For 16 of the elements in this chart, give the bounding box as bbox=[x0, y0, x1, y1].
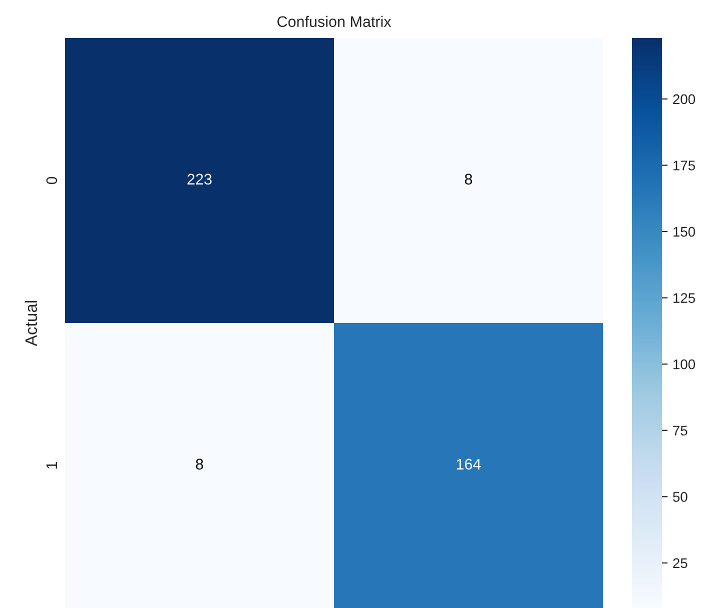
color-bar-label: 150 bbox=[673, 226, 696, 237]
y-axis-title: Actual bbox=[24, 300, 38, 346]
data-label: 8 bbox=[464, 174, 472, 185]
chart-title: Confusion Matrix bbox=[277, 16, 392, 28]
y-tick-label: 1 bbox=[46, 462, 57, 469]
color-bar-label: 75 bbox=[673, 426, 688, 436]
color-bar-label: 25 bbox=[673, 558, 688, 568]
color-bar-label: 200 bbox=[673, 94, 696, 104]
y-tick-label: 0 bbox=[46, 176, 58, 184]
color-bar-label: 175 bbox=[673, 160, 696, 170]
color-bar-label: 125 bbox=[673, 293, 696, 303]
data-label: 8 bbox=[196, 458, 204, 470]
data-label: 223 bbox=[188, 174, 212, 185]
data-label: 164 bbox=[456, 458, 481, 470]
color-bar-label: 100 bbox=[673, 359, 696, 370]
color-bar-label: 50 bbox=[672, 492, 688, 502]
